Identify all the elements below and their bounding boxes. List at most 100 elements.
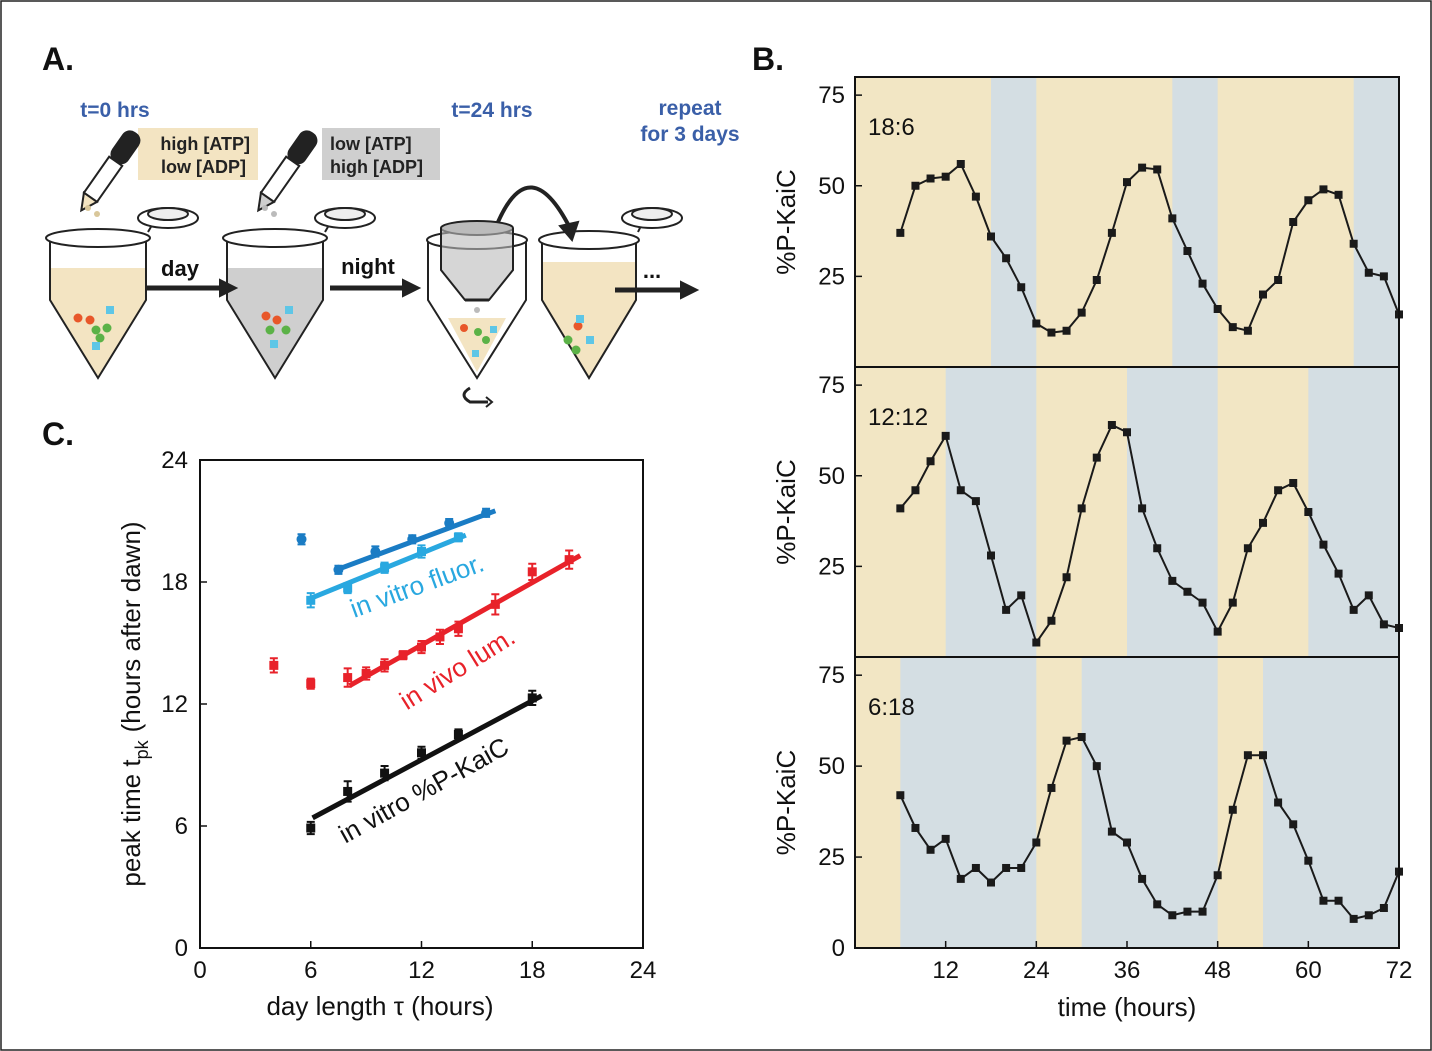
plot-frame (199, 459, 644, 949)
data-point (1092, 762, 1101, 771)
data-point (1213, 305, 1222, 313)
data-point (1259, 290, 1267, 299)
data-point (1047, 616, 1056, 625)
data-point (1379, 903, 1388, 912)
data-point (1077, 504, 1086, 513)
y-tick-label: 75 (818, 372, 845, 399)
day-band (1036, 657, 1082, 948)
time-label: t=24 hrs (451, 99, 532, 122)
data-point (1213, 627, 1222, 636)
data-point (1168, 911, 1177, 920)
data-point (911, 486, 920, 495)
y-tick-label: 25 (818, 844, 845, 871)
y-tick-label: 25 (818, 263, 845, 290)
data-point (306, 823, 316, 833)
panel-title: 18:6 (868, 114, 915, 141)
data-point (987, 878, 995, 887)
data-point (1107, 228, 1116, 237)
data-point (971, 192, 980, 201)
data-point (453, 624, 463, 634)
fit-line (311, 693, 543, 821)
data-point (1364, 268, 1373, 277)
data-point (1364, 911, 1373, 920)
x-tick-label: 36 (1114, 957, 1141, 984)
data-point (1228, 598, 1237, 607)
data-point (269, 660, 279, 670)
arrow-head (680, 280, 700, 300)
data-point (1138, 504, 1147, 513)
arrow-label: ... (643, 258, 661, 283)
data-point (417, 547, 426, 556)
data-point (564, 555, 574, 565)
night-background (855, 657, 1399, 948)
data-point (527, 693, 537, 703)
buffer-box (322, 128, 440, 180)
data-point (926, 845, 935, 854)
y-axis-label: %P-KaiC (771, 169, 801, 274)
buffer-label: high [ADP] (330, 157, 423, 177)
y-tick-label: 25 (818, 553, 845, 580)
arrow-head (219, 278, 239, 298)
data-point (971, 497, 980, 506)
data-point (1183, 587, 1192, 596)
data-point (926, 174, 935, 183)
data-point (956, 160, 965, 168)
y-axis-label: %P-KaiC (771, 750, 801, 855)
data-point (398, 650, 408, 660)
y-tick-label: 0 (175, 935, 188, 962)
data-point (1047, 328, 1056, 337)
data-point (1198, 907, 1207, 916)
x-tick-label: 24 (630, 957, 657, 984)
data-point (941, 172, 950, 181)
data-point (1077, 308, 1086, 317)
data-point (911, 823, 920, 832)
data-point (343, 673, 353, 683)
data-point (1198, 279, 1207, 288)
panel-title: 6:18 (868, 694, 915, 721)
data-line (899, 735, 1400, 921)
x-axis-label: time (hours) (1058, 992, 1197, 1022)
data-point (941, 834, 950, 843)
data-point (1304, 196, 1313, 205)
panel-label: C. (42, 416, 74, 452)
data-point (296, 534, 307, 545)
buffer-label: low [ADP] (161, 157, 246, 177)
x-tick-label: 18 (519, 957, 546, 984)
data-point (1334, 569, 1343, 578)
data-point (1274, 798, 1283, 807)
tube (426, 220, 528, 408)
arrow-label: day (161, 256, 200, 281)
tube (45, 207, 199, 380)
buffer-box (138, 128, 258, 180)
data-line (899, 162, 1400, 334)
data-point (490, 599, 500, 609)
data-point (1334, 896, 1343, 905)
data-point (444, 518, 455, 529)
y-tick-label: 0 (832, 935, 845, 962)
drop (85, 205, 91, 211)
buffer-label: low [ATP] (330, 134, 412, 154)
data-point (1107, 421, 1116, 429)
data-point (1304, 508, 1313, 516)
y-axis-label: peak time tpk (hours after dawn) (116, 521, 152, 886)
data-point (987, 551, 995, 560)
data-point (453, 532, 463, 542)
dropper (80, 130, 141, 213)
y-tick-label: 50 (818, 173, 845, 200)
buffer-label: high [ATP] (160, 134, 250, 154)
data-point (1153, 165, 1162, 174)
data-point (1002, 254, 1011, 263)
time-label: t=0 hrs (80, 99, 149, 122)
x-tick-label: 48 (1204, 957, 1231, 984)
data-point (1259, 751, 1267, 760)
y-tick-label: 50 (818, 753, 845, 780)
data-point (1379, 272, 1388, 281)
repeat-label: repeat (658, 97, 721, 120)
data-point (1213, 871, 1222, 880)
data-point (1319, 896, 1328, 905)
data-point (1032, 838, 1041, 847)
day-band (855, 77, 991, 367)
arrow-label: night (341, 254, 395, 279)
day-band (1217, 77, 1354, 367)
